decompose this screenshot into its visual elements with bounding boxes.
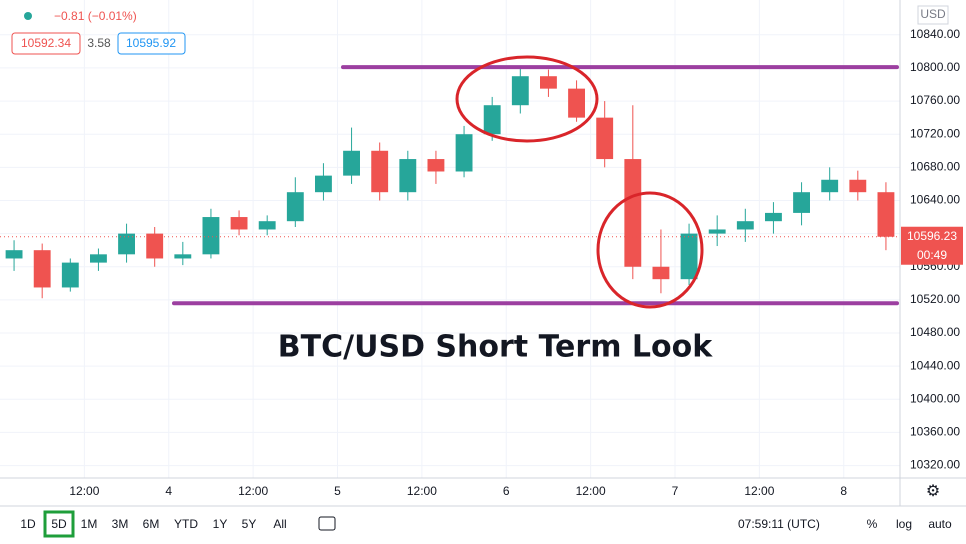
- ask-box[interactable]: [117, 32, 186, 55]
- x-tick-label: 12:00: [576, 484, 606, 498]
- annotation-title: BTC/USD Short Term Look: [278, 330, 713, 365]
- range-button[interactable]: 1M: [81, 517, 98, 531]
- price-change: −0.81 (−0.01%): [54, 9, 137, 23]
- y-tick-label: 10360.00: [910, 425, 960, 439]
- y-tick-label: 10320.00: [910, 458, 960, 472]
- candle-body: [540, 76, 557, 89]
- candle-body: [427, 159, 445, 172]
- ask-price[interactable]: 10595.92: [126, 36, 176, 50]
- settings-icon[interactable]: ⚙: [926, 483, 940, 500]
- y-tick-label: 10520.00: [910, 292, 960, 306]
- countdown: 00:49: [917, 248, 947, 262]
- date-range-icon[interactable]: [318, 516, 336, 531]
- range-button[interactable]: 5Y: [242, 517, 257, 531]
- last-price: 10596.23: [907, 229, 957, 243]
- candle-body: [343, 150, 360, 176]
- toolbar: 1D 5D 1M 3M 6M YTD 1Y 5Y All 07:59:11 (UTC)% log au…: [20, 510, 952, 538]
- x-tick-label: 6: [503, 484, 510, 498]
- candle-body: [765, 212, 782, 222]
- candle-body: [708, 229, 726, 234]
- y-tick-label: 10840.00: [910, 27, 960, 41]
- bid-price[interactable]: 10592.34: [21, 36, 71, 50]
- range-button[interactable]: 1Y: [213, 517, 228, 531]
- scale-option[interactable]: %: [867, 517, 878, 531]
- candle-body: [652, 266, 670, 280]
- plot: [0, 65, 900, 306]
- y-tick-label: 10800.00: [910, 60, 960, 74]
- range-button[interactable]: YTD: [174, 517, 198, 531]
- spread: 3.58: [87, 36, 111, 50]
- x-tick-label: 12:00: [407, 484, 437, 498]
- candle-body: [33, 250, 51, 288]
- last-price-box: [901, 226, 963, 265]
- candle-body: [793, 192, 810, 213]
- bid-box[interactable]: [11, 32, 81, 55]
- highlight-circle: [455, 55, 599, 143]
- x-tick-label: 4: [165, 484, 172, 498]
- candle-body: [877, 192, 895, 237]
- candle-body: [568, 88, 585, 118]
- range-button[interactable]: All: [273, 517, 286, 531]
- highlight-circle: [596, 191, 704, 309]
- candle-body: [90, 254, 107, 263]
- y-tick-label: 10640.00: [910, 193, 960, 207]
- scale-option[interactable]: log: [896, 517, 912, 531]
- range-button[interactable]: 6M: [143, 517, 160, 531]
- y-tick-label: 10400.00: [910, 391, 960, 405]
- candle-body: [118, 233, 135, 255]
- candle-body: [286, 192, 304, 222]
- candle-body: [315, 175, 332, 193]
- x-tick-label: 7: [672, 484, 679, 498]
- candle-body: [371, 150, 389, 193]
- active-range-box: [43, 510, 75, 538]
- candle-body: [146, 233, 164, 259]
- candle-body: [596, 117, 614, 160]
- y-tick-label: 10480.00: [910, 325, 960, 339]
- currency: USD: [920, 7, 946, 21]
- candle-body: [821, 179, 839, 193]
- candle-body: [455, 134, 473, 172]
- clock: 07:59:11 (UTC): [738, 517, 820, 531]
- candle-body: [61, 262, 79, 288]
- range-button[interactable]: 5D: [51, 517, 67, 531]
- candle-body: [174, 254, 192, 259]
- x-tick-label: 12:00: [744, 484, 774, 498]
- scale-option[interactable]: auto: [928, 517, 952, 531]
- range-button[interactable]: 3M: [112, 517, 129, 531]
- candle-body: [230, 217, 248, 230]
- candle-body: [399, 159, 417, 193]
- y-tick-label: 10440.00: [910, 358, 960, 372]
- candle-body: [258, 221, 276, 230]
- x-tick-label: 8: [840, 484, 847, 498]
- y-tick-label: 10680.00: [910, 160, 960, 174]
- candle-body: [5, 250, 23, 259]
- candle-body: [680, 233, 698, 280]
- candle-body: [511, 76, 529, 106]
- x-tick-label: 12:00: [238, 484, 268, 498]
- status-dot: [24, 12, 32, 20]
- currency-box: [917, 5, 949, 25]
- range-button[interactable]: 1D: [20, 517, 36, 531]
- x-tick-label: 12:00: [69, 484, 99, 498]
- candle-body: [202, 217, 220, 255]
- y-tick-label: 10720.00: [910, 126, 960, 140]
- x-tick-label: 5: [334, 484, 341, 498]
- y-tick-label: 10760.00: [910, 93, 960, 107]
- candle-body: [483, 105, 501, 135]
- candle-body: [624, 159, 642, 267]
- candle-body: [736, 221, 754, 230]
- candle-body: [849, 179, 867, 193]
